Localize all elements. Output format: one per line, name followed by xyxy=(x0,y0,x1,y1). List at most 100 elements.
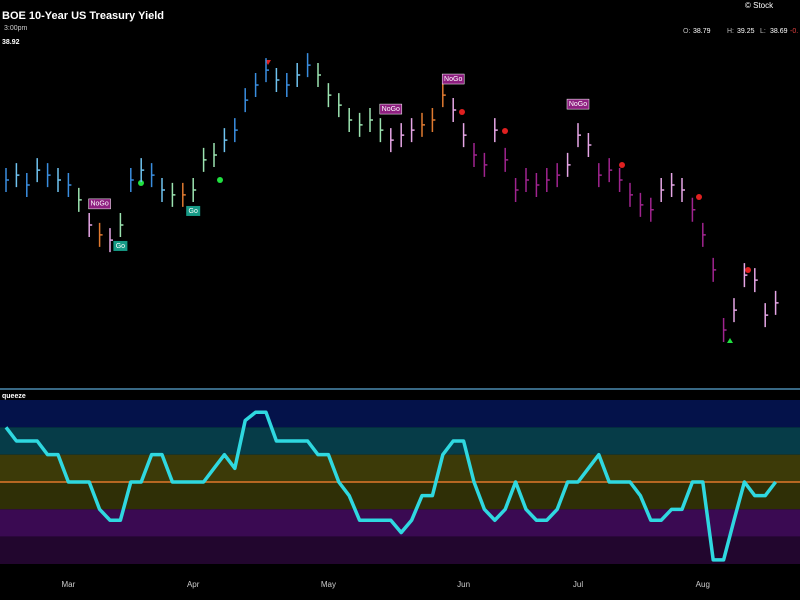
signal-triangle xyxy=(727,338,733,343)
price-bar xyxy=(452,98,457,123)
x-tick-label: Jun xyxy=(457,580,470,589)
price-bar xyxy=(327,83,332,108)
price-bar xyxy=(556,163,561,188)
price-bar xyxy=(691,197,696,222)
price-bar xyxy=(587,133,592,158)
price-bar xyxy=(618,168,623,193)
band xyxy=(0,482,800,510)
price-bar xyxy=(338,93,342,118)
credit: © Stock xyxy=(745,1,774,10)
price-bar xyxy=(67,173,72,197)
price-bar xyxy=(254,72,259,97)
price-bar xyxy=(733,298,737,323)
price-bar xyxy=(78,187,82,212)
oscillator-label: queeze xyxy=(2,393,26,400)
price-bar xyxy=(431,107,436,132)
price-bar xyxy=(639,192,644,217)
price-bar xyxy=(244,88,249,113)
nogo-label: NoGo xyxy=(90,201,108,208)
price-bar xyxy=(234,118,238,143)
price-bar xyxy=(36,158,41,183)
price-bar xyxy=(462,123,467,148)
price-bar xyxy=(348,107,353,132)
price-bar xyxy=(88,212,93,237)
price-bar xyxy=(15,163,20,188)
price-bar xyxy=(577,123,581,148)
oscillator-line xyxy=(4,410,777,562)
x-tick-label: May xyxy=(321,580,336,589)
price-bar xyxy=(421,112,425,137)
price-bar xyxy=(202,147,207,172)
go-box xyxy=(186,205,201,216)
nogo-label: NoGo xyxy=(382,106,400,113)
price-bar xyxy=(317,63,321,88)
price-bar xyxy=(5,168,9,193)
price-bar xyxy=(98,222,103,247)
price-bar xyxy=(660,177,665,202)
band xyxy=(0,427,800,455)
price-bar xyxy=(26,173,30,197)
nogo-box xyxy=(379,103,403,115)
price-bar xyxy=(754,268,758,293)
price-bar xyxy=(546,168,550,193)
price-bar xyxy=(119,212,124,237)
signal-dot xyxy=(502,128,508,134)
x-tick-label: Aug xyxy=(696,580,710,589)
price-bar xyxy=(410,118,415,143)
price-bar xyxy=(109,228,113,253)
price-bar xyxy=(535,173,540,197)
price-bar xyxy=(140,158,145,183)
price-bar xyxy=(286,72,290,97)
price-bar xyxy=(743,263,748,288)
price-bar xyxy=(161,177,165,202)
x-tick-label: Apr xyxy=(187,580,200,589)
price-bar xyxy=(150,163,155,188)
signal-dot xyxy=(696,194,702,200)
ohlc-value: 39.25 xyxy=(737,28,755,35)
price-bar xyxy=(504,147,509,172)
price-bar xyxy=(712,257,717,282)
price-bar xyxy=(223,128,228,153)
go-label: Go xyxy=(116,243,125,250)
band xyxy=(0,454,800,482)
price-bar xyxy=(473,142,477,167)
price-bar xyxy=(275,68,280,92)
price-bar xyxy=(171,182,176,207)
go-box xyxy=(113,240,128,251)
nogo-box xyxy=(88,198,111,210)
band xyxy=(0,400,800,428)
last-value: 38.92 xyxy=(2,39,20,46)
nogo-box xyxy=(441,73,465,85)
price-bar xyxy=(57,168,61,193)
nogo-label: NoGo xyxy=(444,76,462,83)
price-bar xyxy=(483,152,488,177)
ohlc-label: H: xyxy=(727,28,734,35)
price-bar xyxy=(774,290,779,315)
nogo-box xyxy=(566,98,590,110)
price-bar xyxy=(265,58,269,83)
price-bar xyxy=(130,168,134,193)
price-bar xyxy=(192,177,197,202)
ohlc-label: O: xyxy=(683,28,690,35)
price-bar xyxy=(494,118,498,143)
price-bar xyxy=(566,152,571,177)
price-bar xyxy=(764,303,769,328)
price-bar xyxy=(702,222,706,247)
price-bar xyxy=(670,173,675,197)
signal-dot xyxy=(619,162,625,168)
price-bar xyxy=(390,128,394,153)
signal-dot xyxy=(745,267,751,273)
ohlc-value: 38.79 xyxy=(693,28,711,35)
price-bar xyxy=(722,317,727,342)
ohlc-value: 38.69 xyxy=(770,28,788,35)
price-bar xyxy=(182,182,186,207)
nogo-label: NoGo xyxy=(569,101,587,108)
price-bar xyxy=(650,197,654,222)
price-bar xyxy=(514,177,519,202)
price-bar xyxy=(681,177,685,202)
x-tick-label: Mar xyxy=(62,580,76,589)
signal-dot xyxy=(138,180,144,186)
price-bar xyxy=(629,182,633,207)
price-bar xyxy=(213,142,217,167)
price-bar xyxy=(369,107,373,132)
